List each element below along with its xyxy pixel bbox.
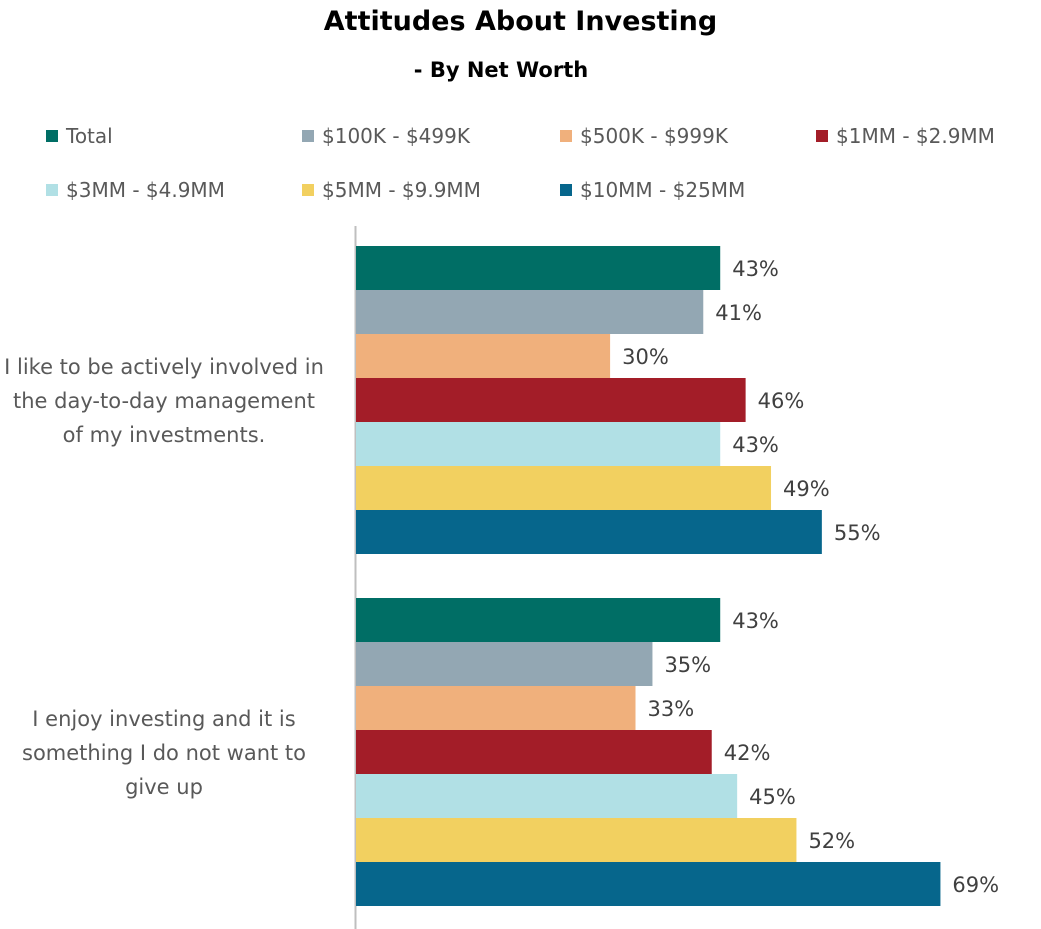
value-label-1-6: 69% (952, 873, 999, 897)
bar-1-1 (356, 642, 653, 686)
legend-swatch (302, 130, 314, 142)
legend-swatch (816, 130, 828, 142)
category-label-enjoy-investing: I enjoy investing and it is something I … (0, 702, 334, 804)
value-labels-group: 43% 43% 41% 35% 30% 33% 46% 42% 43% 45% 49% 52% 55% 6… (622, 257, 999, 897)
legend-label: $10MM - $25MM (580, 178, 746, 202)
category-label-line: I enjoy investing and it is (32, 707, 296, 731)
bar-1-4 (356, 774, 738, 818)
value-label-1-1: 35% (664, 653, 711, 677)
legend-label: $500K - $999K (580, 124, 728, 148)
chart-subtitle: - By Net Worth (413, 58, 589, 82)
bar-1-0 (356, 598, 721, 642)
legend-item-1mm-2-9mm: $1MM - $2.9MM (816, 124, 995, 148)
legend-swatch (46, 130, 58, 142)
value-label-0-2: 30% (622, 345, 669, 369)
legend-label: $1MM - $2.9MM (836, 124, 995, 148)
bar-1-2 (356, 686, 636, 730)
bar-0-1 (356, 290, 704, 334)
legend-swatch (302, 184, 314, 196)
legend: Total $100K - $499K $500K - $999K $1MM -… (0, 0, 1041, 220)
category-label-line: of my investments. (62, 423, 266, 447)
value-label-0-5: 49% (783, 477, 830, 501)
category-label-line: I like to be actively involved in (4, 355, 324, 379)
bar-0-4 (356, 422, 721, 466)
value-label-0-1: 41% (715, 301, 762, 325)
legend-item-5mm-9-9mm: $5MM - $9.9MM (302, 178, 481, 202)
legend-swatch (46, 184, 58, 196)
legend-label: $5MM - $9.9MM (322, 178, 481, 202)
category-label-line: the day-to-day management (13, 389, 315, 413)
value-label-0-0: 43% (732, 257, 779, 281)
legend-label: $100K - $499K (322, 124, 470, 148)
value-label-1-4: 45% (749, 785, 796, 809)
legend-swatch (560, 130, 572, 142)
category-label-actively-involved: I like to be actively involved in the da… (0, 350, 334, 452)
legend-item-10mm-25mm: $10MM - $25MM (560, 178, 745, 202)
bar-0-5 (356, 466, 772, 510)
bar-0-6 (356, 510, 822, 554)
value-label-1-5: 52% (808, 829, 855, 853)
bar-0-3 (356, 378, 746, 422)
value-label-0-4: 43% (732, 433, 779, 457)
bar-1-3 (356, 730, 712, 774)
legend-label: $3MM - $4.9MM (66, 178, 225, 202)
value-label-0-3: 46% (758, 389, 805, 413)
legend-label: Total (66, 124, 113, 148)
legend-item-100k-499k: $100K - $499K (302, 124, 470, 148)
value-label-1-0: 43% (732, 609, 779, 633)
legend-swatch (560, 184, 572, 196)
bars-group (356, 246, 941, 906)
legend-item-3mm-4-9mm: $3MM - $4.9MM (46, 178, 225, 202)
chart-title: Attitudes About Investing (323, 6, 718, 37)
legend-item-total: Total (46, 124, 113, 148)
legend-item-500k-999k: $500K - $999K (560, 124, 728, 148)
value-label-1-2: 33% (648, 697, 695, 721)
bar-1-6 (356, 862, 941, 906)
bar-1-5 (356, 818, 797, 862)
bar-0-0 (356, 246, 721, 290)
bar-0-2 (356, 334, 611, 378)
category-label-line: something I do not want to (22, 741, 306, 765)
value-label-0-6: 55% (834, 521, 881, 545)
value-label-1-3: 42% (724, 741, 771, 765)
category-label-line: give up (125, 775, 203, 799)
